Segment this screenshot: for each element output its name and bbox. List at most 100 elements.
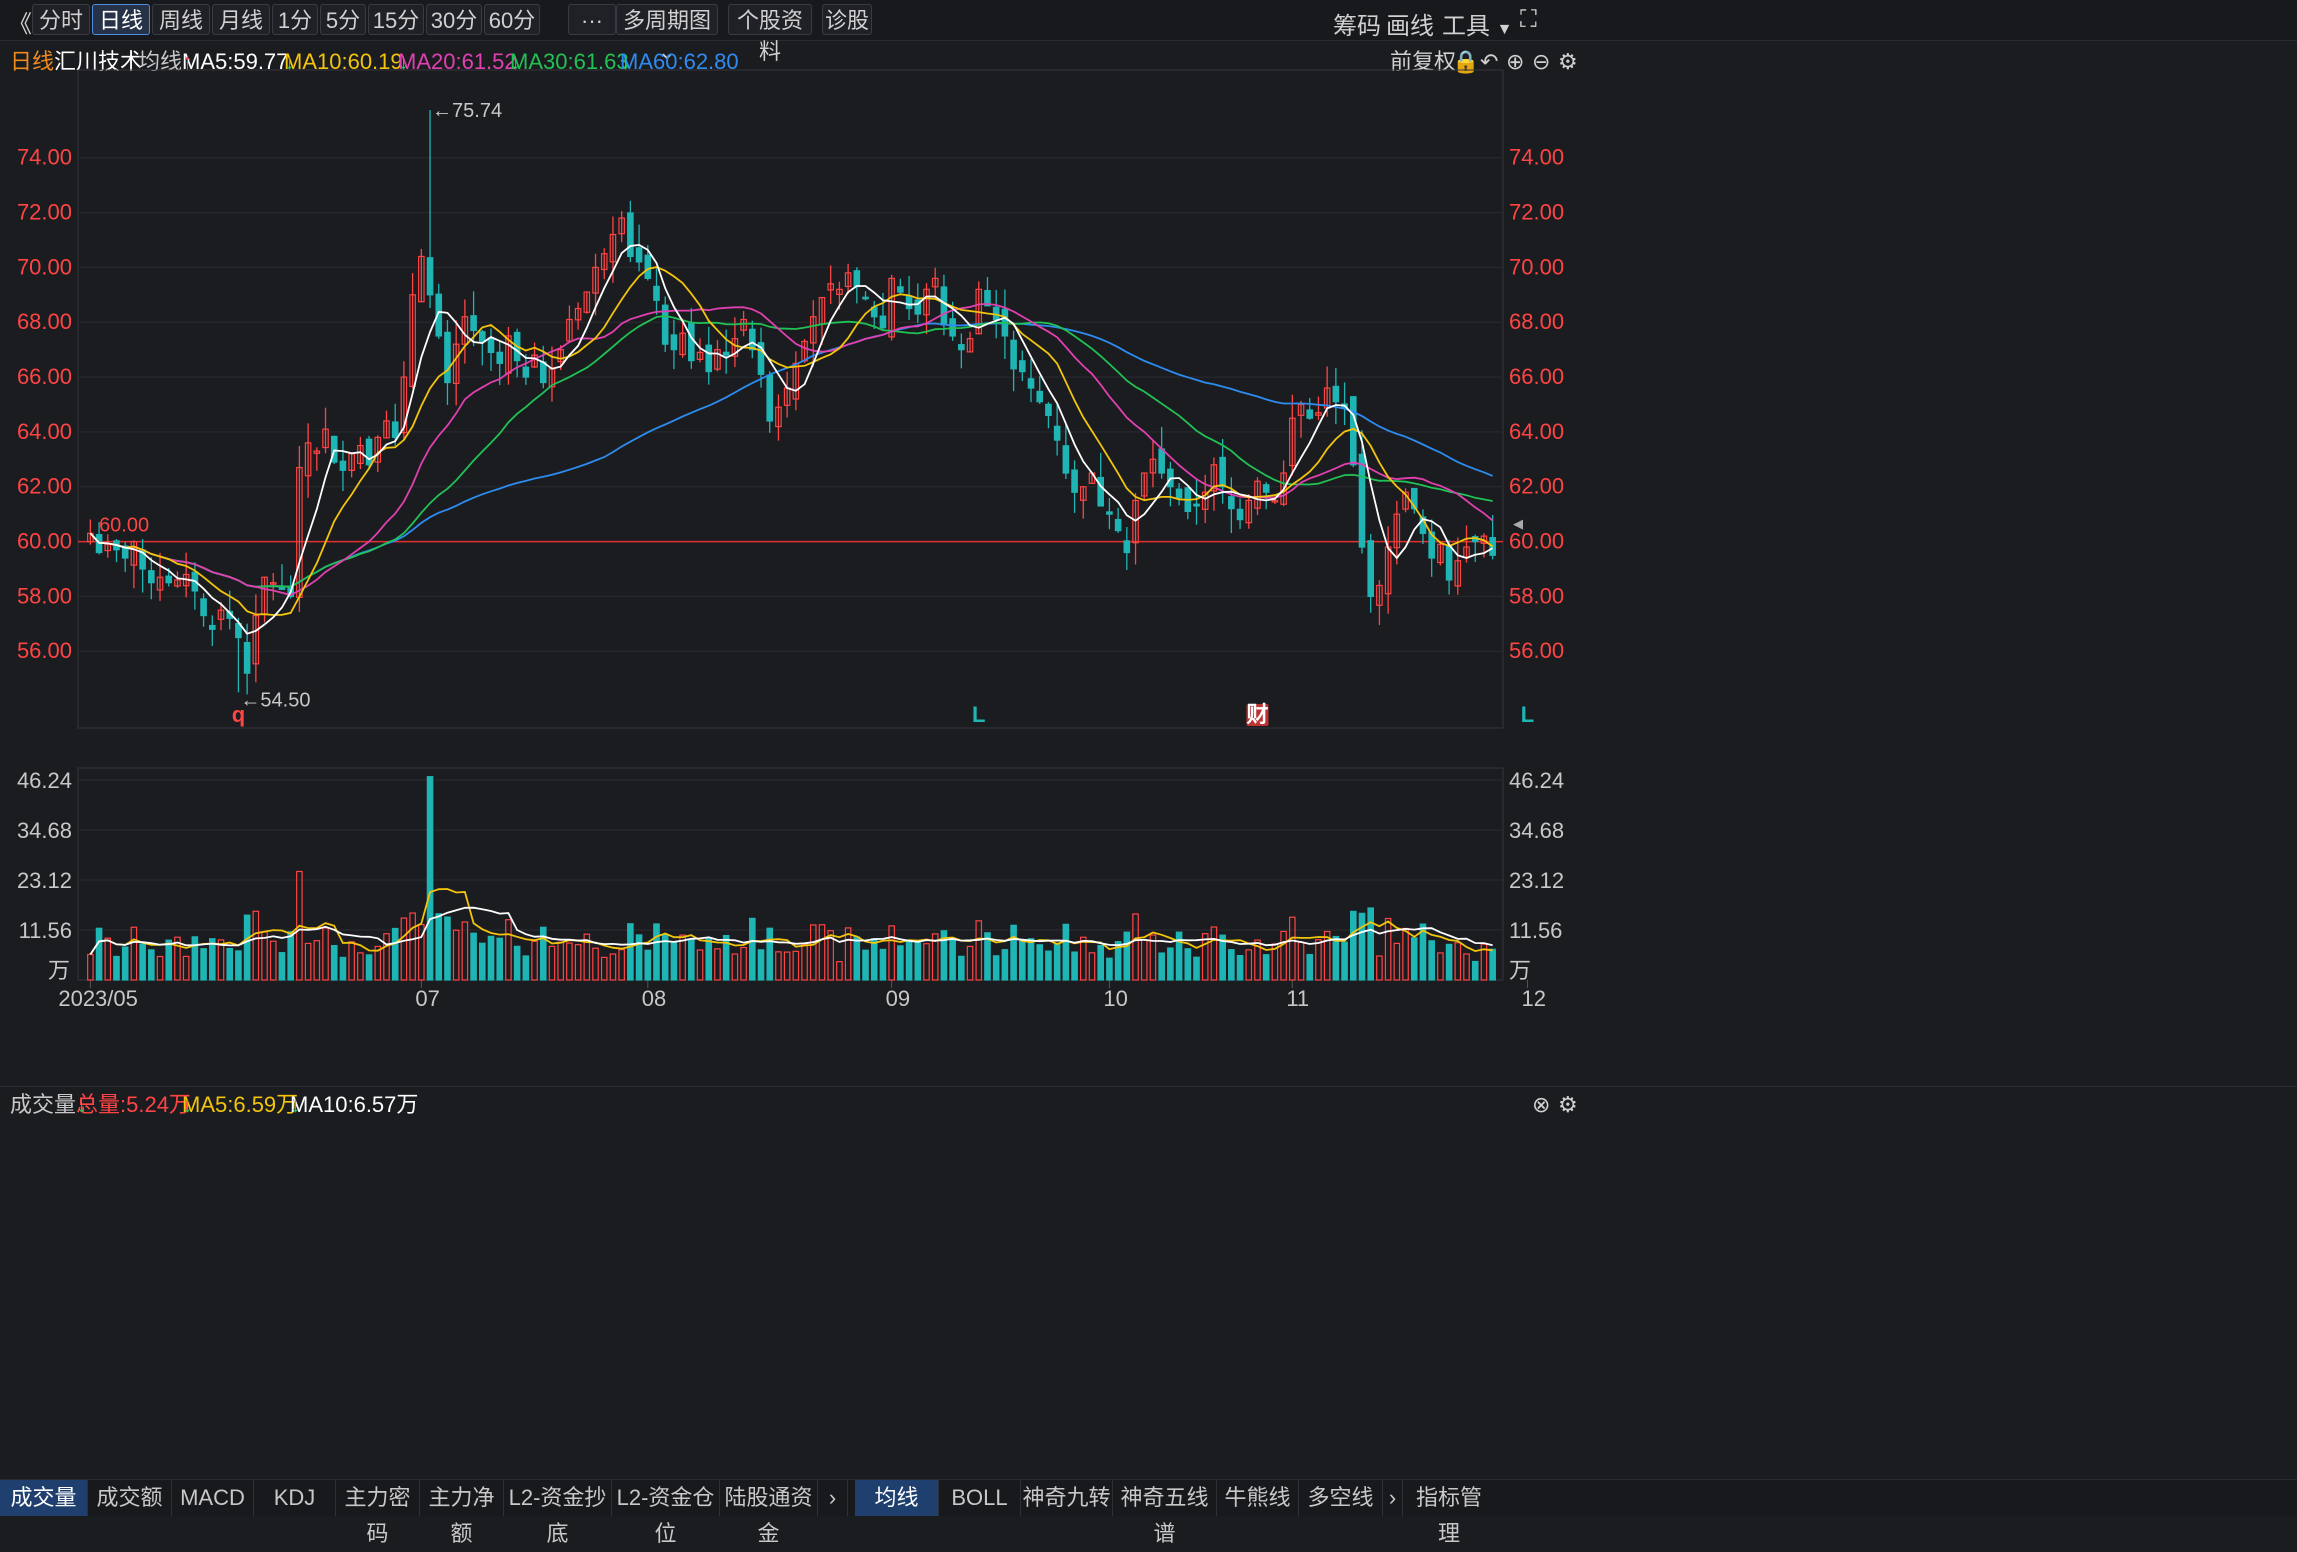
volume-bar [191, 936, 199, 981]
volume-bar [278, 952, 286, 981]
volume-bar [1280, 930, 1287, 981]
volume-bar [766, 927, 774, 981]
period-button-4[interactable]: 1分 [272, 4, 318, 35]
overlay-tab-0[interactable]: 均线 [855, 1480, 939, 1516]
volume-panel-frame [77, 767, 1504, 981]
volume-bar [801, 943, 808, 981]
indicator-tab-4[interactable]: 主力密码 [336, 1480, 420, 1546]
volume-bar [975, 920, 983, 981]
undo-icon[interactable]: ↶ [1480, 49, 1499, 74]
volume-bar [679, 934, 686, 981]
diagnose-button[interactable]: 诊股 [822, 4, 872, 35]
period-button-5[interactable]: 5分 [320, 4, 366, 35]
candle-body [888, 277, 895, 338]
overlay-scroll-icon[interactable]: › [1383, 1480, 1403, 1516]
candle-body [897, 286, 904, 293]
period-button-1[interactable]: 日线 [92, 4, 150, 35]
candle-body [330, 435, 338, 463]
candle-body [923, 288, 930, 316]
indicator-tab-7[interactable]: L2-资金仓位 [612, 1480, 720, 1546]
candle-body [1036, 390, 1044, 403]
volume-bar [1428, 940, 1435, 981]
volume-settings-icon[interactable]: ⚙ [1558, 1092, 1578, 1117]
fullscreen-icon[interactable]: ⛶ [1520, 6, 1537, 33]
price-tick-right: 66.00 [1509, 364, 1564, 389]
kline-chart[interactable]: 74.00 74.00 72.00 72.00 70.00 70.00 68.00 68.00… [0, 0, 2297, 1479]
volume-bar [104, 937, 112, 981]
volume-bar [1228, 949, 1235, 981]
candle-body [1367, 540, 1375, 597]
volume-bar [1019, 940, 1026, 981]
candle-body [722, 351, 730, 356]
volume-bar [1410, 937, 1418, 981]
candle-body [1132, 499, 1139, 544]
ma30-line [89, 314, 1493, 588]
volume-bar [1036, 944, 1044, 981]
overlay-tab-1[interactable]: BOLL [939, 1480, 1021, 1516]
volume-bar [235, 950, 242, 981]
candle-body [243, 641, 251, 674]
volume-bar [409, 912, 416, 981]
volume-bar [1193, 956, 1200, 981]
tabs-scroll-icon[interactable]: › [818, 1480, 848, 1516]
candle-body [1254, 480, 1261, 509]
indicator-tab-3[interactable]: KDJ [254, 1480, 336, 1516]
candle-body [1010, 339, 1017, 370]
indicator-tab-8[interactable]: 陆股通资金 [720, 1480, 818, 1546]
candle-body [600, 253, 608, 271]
price-tick-left: 64.00 [17, 419, 72, 444]
stock-profile-button[interactable]: 个股资料 [728, 4, 812, 64]
candle-body [836, 288, 843, 295]
volume-bar [1323, 930, 1331, 981]
period-button-3[interactable]: 月线 [212, 4, 270, 35]
overlay-tab-5[interactable]: 多空线 [1299, 1480, 1383, 1516]
indicator-tab-2[interactable]: MACD [172, 1480, 254, 1516]
period-button-6[interactable]: 15分 [368, 4, 424, 35]
volume-bar [348, 941, 355, 981]
candle-body [148, 570, 155, 584]
volume-bar [844, 927, 852, 981]
indicator-tab-6[interactable]: L2-资金抄底 [504, 1480, 612, 1546]
indicator-tab-1[interactable]: 成交额 [88, 1480, 172, 1516]
multi-period-button[interactable]: 多周期图 ⌄ [616, 4, 718, 64]
candle-body [757, 342, 765, 375]
candle-body [809, 316, 817, 344]
overlay-tab-3[interactable]: 神奇五线谱 [1113, 1480, 1217, 1546]
period-button-0[interactable]: 分时 [32, 4, 90, 35]
zoom-in-icon[interactable]: ⊕ [1506, 49, 1525, 74]
candle-body [914, 299, 922, 315]
period-button-8[interactable]: 60分 [484, 4, 540, 35]
volume-bar [1402, 927, 1409, 981]
volume-bar [513, 945, 521, 981]
volume-bar [391, 927, 399, 981]
x-axis-label: 2023/05 [58, 986, 138, 1011]
candle-body [931, 277, 939, 288]
period-button-2[interactable]: 周线 [152, 4, 210, 35]
chips-button[interactable]: 筹码 [1333, 13, 1381, 40]
period-button-7[interactable]: 30分 [426, 4, 482, 35]
candle-body [958, 344, 965, 351]
overlay-tab-4[interactable]: 牛熊线 [1217, 1480, 1299, 1516]
overlay-tab-2[interactable]: 神奇九转 [1021, 1480, 1113, 1516]
indicator-tab-0[interactable]: 成交量 [0, 1480, 88, 1516]
collapse-icon[interactable]: 《 [8, 11, 32, 38]
volume-bar [182, 955, 190, 981]
zoom-out-icon[interactable]: ⊖ [1532, 49, 1551, 74]
more-periods-button[interactable]: ··· [568, 4, 616, 35]
volume-bar [1071, 951, 1078, 981]
ma20-line [89, 302, 1494, 596]
high-annotation: ←75.74 [432, 100, 502, 122]
candle-body [418, 255, 425, 303]
tools-button[interactable]: 工具 ▼ [1442, 6, 1513, 41]
candle-body [1193, 503, 1200, 507]
volume-bar [400, 917, 408, 981]
indicator-tab-5[interactable]: 主力净额 [420, 1480, 504, 1546]
indicator-manage-button[interactable]: 指标管理 [1415, 1485, 1482, 1546]
volume-bar [1097, 944, 1105, 981]
draw-button[interactable]: 画线 [1386, 13, 1434, 40]
settings-icon[interactable]: ⚙ [1558, 49, 1578, 74]
volume-bar [1437, 952, 1444, 981]
volume-bar [862, 949, 869, 981]
close-icon[interactable]: ⊗ [1532, 1092, 1551, 1117]
volume-bar [1480, 943, 1488, 981]
